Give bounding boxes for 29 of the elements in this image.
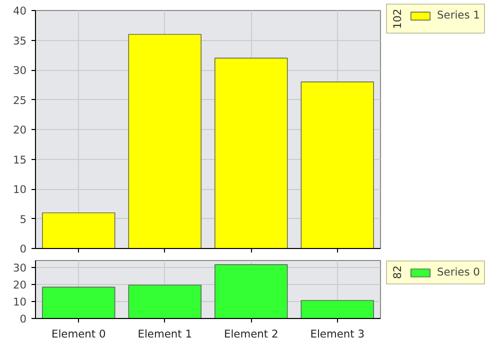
y-tick-label: 30 — [12, 261, 27, 274]
bar — [300, 82, 374, 248]
x-tick-label: Element 0 — [51, 328, 106, 340]
y-tick-label: 0 — [20, 312, 27, 326]
y-tick-label: 30 — [12, 64, 27, 77]
bar — [300, 300, 374, 318]
bar — [214, 58, 288, 248]
x-tick-label: Element 3 — [310, 328, 365, 340]
text: 82 — [391, 265, 404, 279]
y-tick-label: 40 — [12, 4, 27, 18]
bar — [42, 286, 116, 318]
bar — [214, 264, 288, 318]
legend-label: Series 0 — [437, 265, 480, 278]
bar — [128, 284, 202, 318]
text: 102 — [391, 8, 404, 29]
x-tick-label: Element 1 — [138, 328, 192, 340]
y-tick-label: 25 — [12, 94, 27, 107]
x-tick-label: Element 2 — [224, 328, 278, 340]
y-tick-label: 20 — [12, 278, 27, 292]
y-tick-label: 10 — [12, 295, 27, 308]
y-tick-label: 15 — [12, 153, 27, 166]
legend-label: Series 1 — [437, 8, 480, 22]
bar — [42, 212, 116, 248]
y-tick-label: 5 — [20, 212, 26, 226]
y-tick-label: 10 — [12, 183, 27, 196]
y-tick-label: 20 — [12, 124, 27, 136]
y-tick-label: 35 — [12, 34, 27, 48]
y-tick-label: 0 — [20, 242, 27, 256]
bar — [128, 34, 202, 248]
